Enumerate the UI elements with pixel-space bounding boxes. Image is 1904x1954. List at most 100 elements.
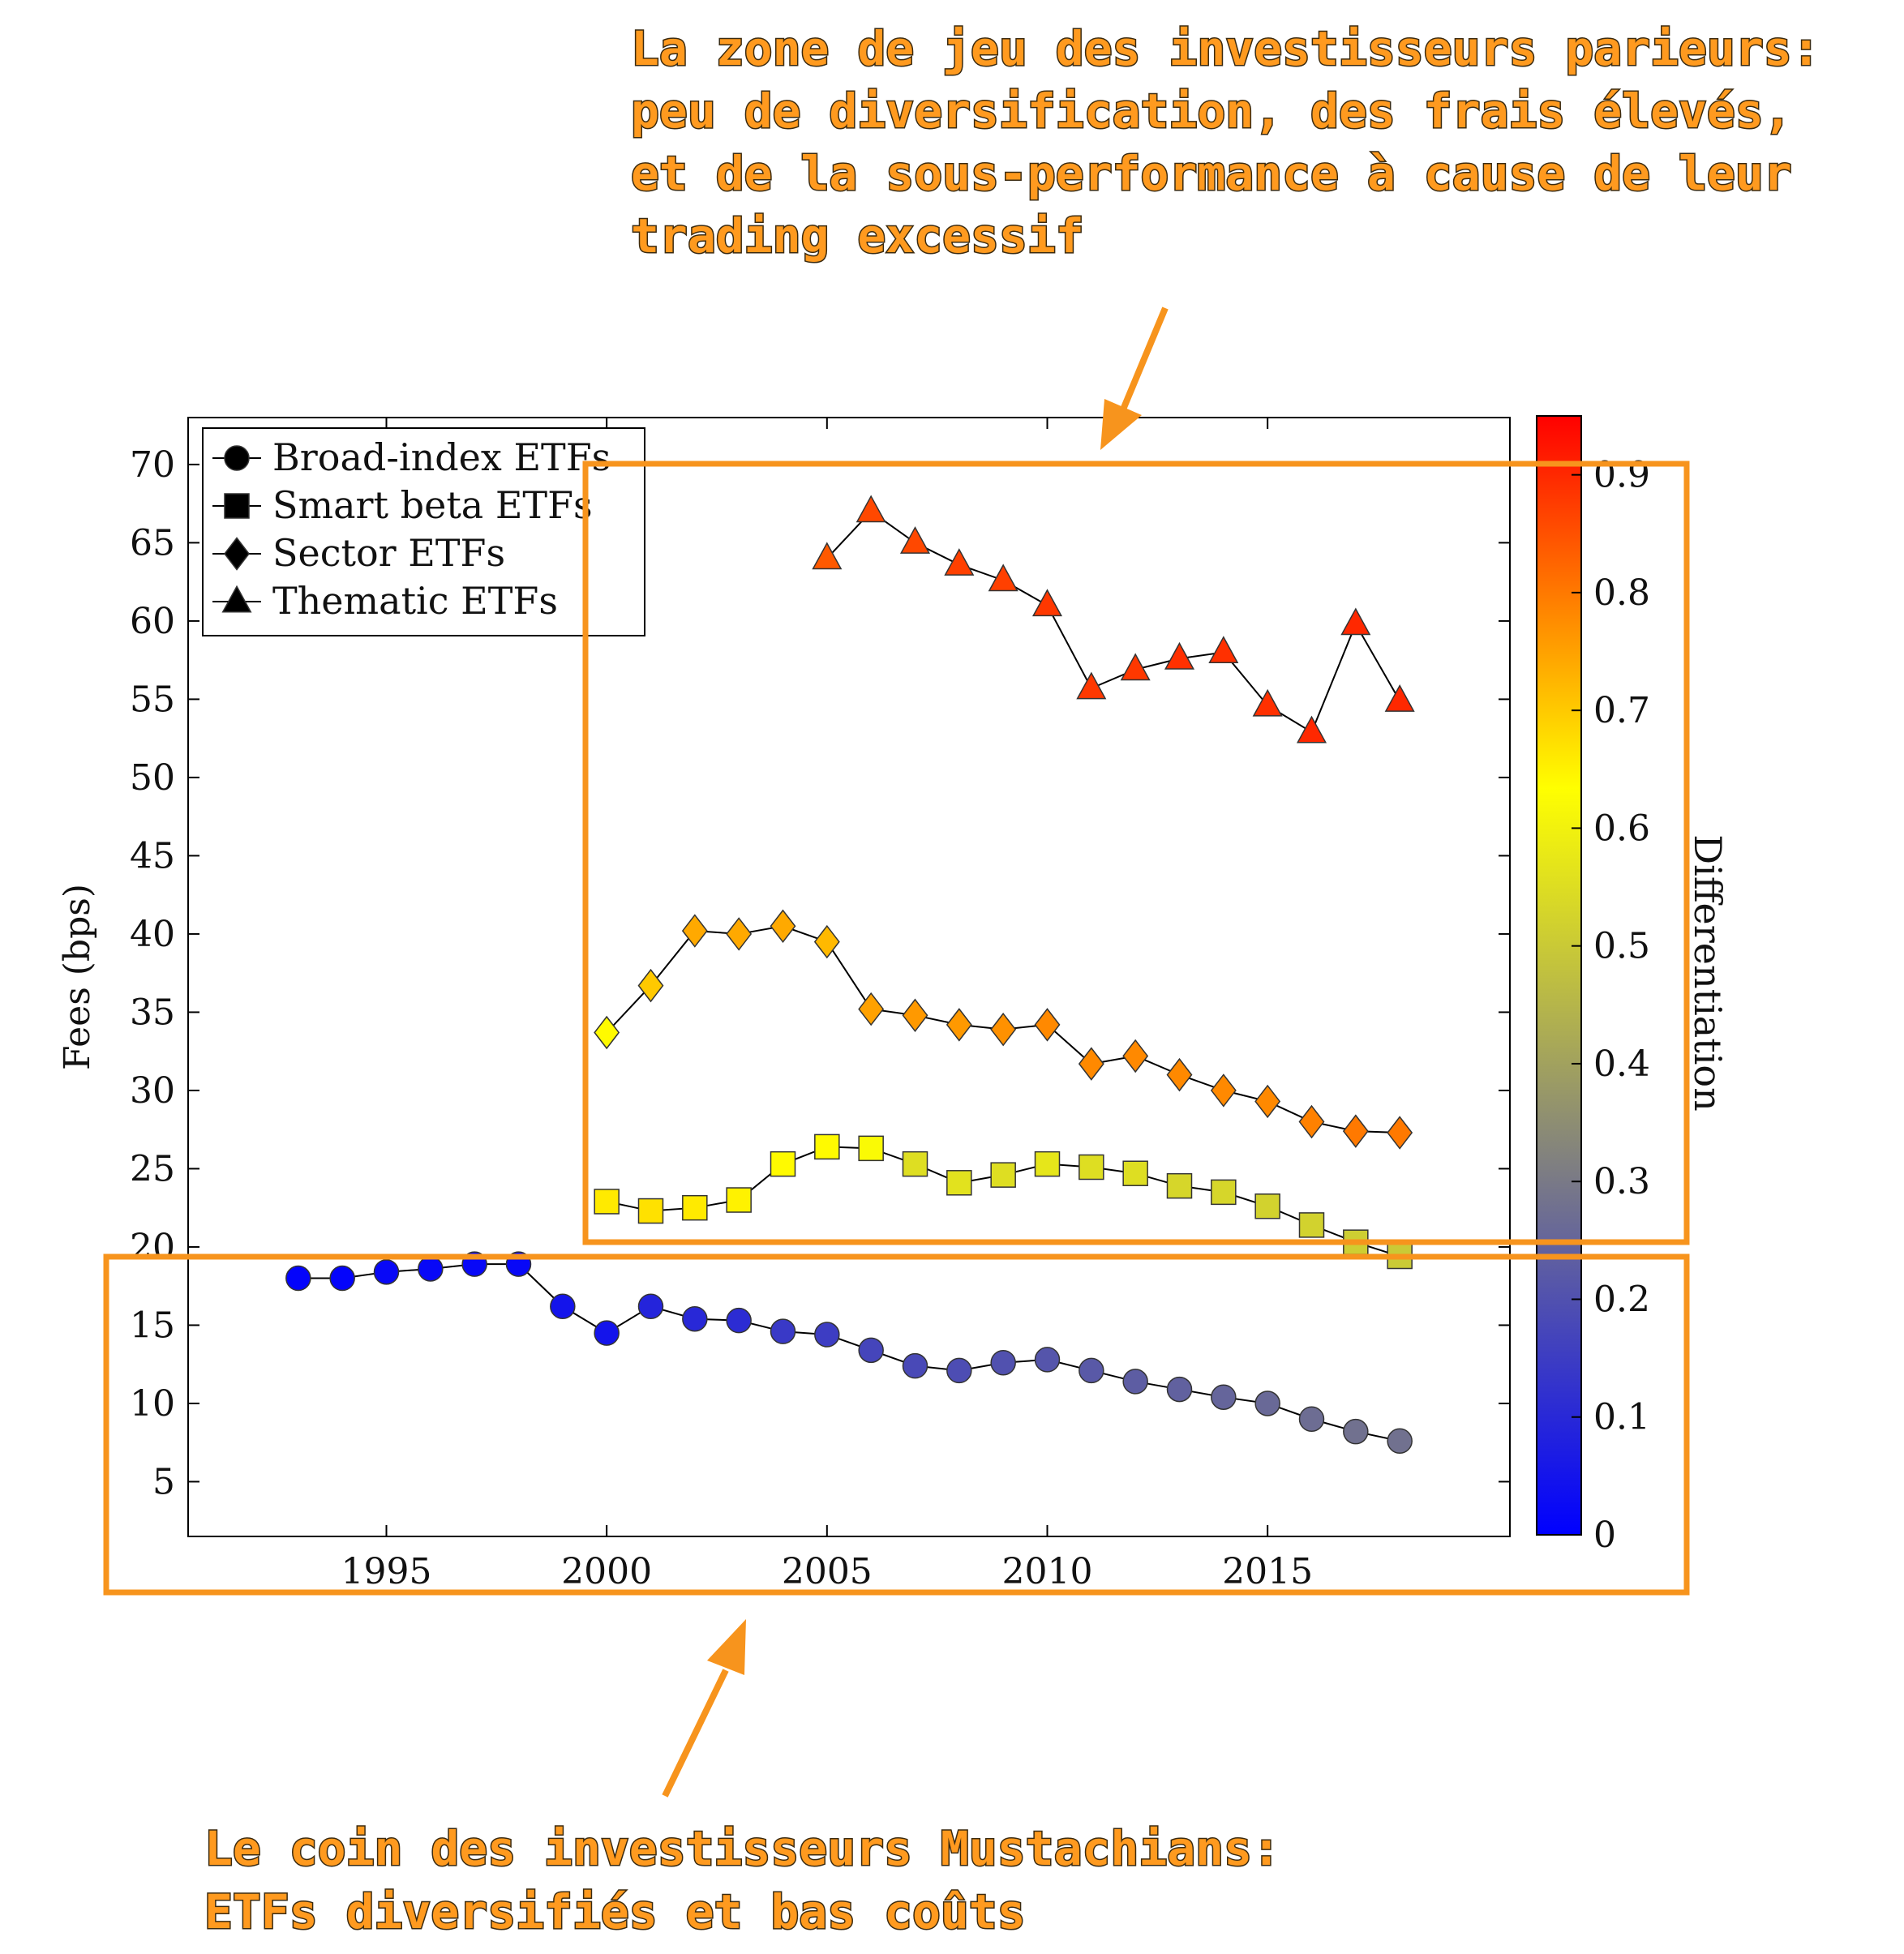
annotation-top-line-3: et de la sous-performance à cause de leu… <box>631 146 1792 201</box>
colorbar-tick-label: 0.8 <box>1593 572 1650 614</box>
data-point-diamond <box>902 998 928 1033</box>
data-point-circle <box>770 1318 796 1344</box>
data-point-triangle <box>1164 641 1195 670</box>
data-point-square <box>946 1170 972 1196</box>
y-tick-label: 15 <box>130 1305 175 1346</box>
data-point-triangle <box>1076 671 1107 700</box>
data-point-square <box>682 1194 708 1221</box>
speculator-zone-box <box>582 461 1690 1245</box>
data-point-diamond <box>946 1008 972 1042</box>
data-point-circle <box>1343 1418 1369 1445</box>
y-tick-label: 35 <box>130 992 175 1033</box>
data-point-circle <box>1387 1428 1413 1455</box>
data-point-circle <box>373 1259 400 1285</box>
data-point-diamond <box>1342 1114 1369 1148</box>
data-point-triangle <box>1252 688 1283 717</box>
x-tick-label: 2000 <box>561 1551 652 1592</box>
data-point-square <box>858 1135 884 1162</box>
annotation-bottom-line-1: Le coin des investisseurs Mustachians: <box>204 1821 1280 1876</box>
data-point-triangle <box>899 526 931 554</box>
legend-marker-circle <box>224 445 250 471</box>
data-point-triangle <box>1120 653 1151 681</box>
series-sector-etfs <box>594 909 1413 1150</box>
series-thematic-etfs <box>812 495 1415 743</box>
data-point-circle <box>1122 1369 1148 1395</box>
data-point-diamond <box>770 909 796 944</box>
y-tick-label: 65 <box>130 522 175 563</box>
annotation-top-line-2: peu de diversification, des frais élevés… <box>631 84 1792 139</box>
data-point-circle <box>1211 1384 1237 1410</box>
data-point-diamond <box>681 914 708 948</box>
colorbar-tick-label: 0.2 <box>1593 1279 1650 1320</box>
data-point-triangle <box>812 542 843 570</box>
y-tick-label: 45 <box>130 835 175 876</box>
data-point-diamond <box>858 992 885 1026</box>
data-point-triangle <box>856 495 886 523</box>
data-point-square <box>1166 1172 1193 1199</box>
data-point-circle <box>1254 1391 1280 1416</box>
data-point-circle <box>1166 1376 1193 1403</box>
series-layer <box>285 495 1415 1455</box>
legend-marker-triangle <box>221 585 252 613</box>
y-axis-label: Fees (bps) <box>57 884 98 1070</box>
data-point-square <box>1298 1212 1325 1238</box>
data-point-circle <box>726 1307 752 1334</box>
legend-label: Smart beta ETFs <box>272 483 593 527</box>
data-point-diamond <box>1122 1039 1149 1073</box>
data-point-square <box>1122 1160 1148 1186</box>
data-point-diamond <box>594 1015 620 1050</box>
y-tick-label: 50 <box>130 757 175 799</box>
series-broad-index-etfs <box>285 1251 1413 1455</box>
data-point-diamond <box>1387 1116 1413 1150</box>
data-point-circle <box>1298 1406 1325 1432</box>
legend-marker-square <box>224 493 250 519</box>
data-point-triangle <box>1384 684 1415 712</box>
data-point-circle <box>637 1293 664 1320</box>
colorbar-tick-label: 0.4 <box>1593 1043 1650 1085</box>
colorbar-gradient <box>1536 415 1582 1536</box>
data-point-diamond <box>1166 1057 1193 1092</box>
data-point-triangle <box>1031 589 1063 617</box>
data-point-square <box>902 1151 928 1177</box>
y-tick-label: 40 <box>130 914 175 955</box>
legend-label: Broad-index ETFs <box>272 435 611 479</box>
legend-label: Thematic ETFs <box>272 579 558 623</box>
y-tick-label: 20 <box>130 1227 175 1268</box>
data-point-triangle <box>944 548 975 576</box>
y-tick-label: 10 <box>130 1383 175 1425</box>
data-point-triangle <box>988 563 1018 592</box>
data-point-circle <box>858 1337 884 1364</box>
annotation-bottom-line-2: ETFs diversifiés et bas coûts <box>204 1884 1026 1939</box>
legend-box <box>202 427 645 636</box>
y-tick-label: 30 <box>130 1070 175 1112</box>
data-point-diamond <box>1034 1008 1061 1042</box>
data-point-diamond <box>1298 1104 1325 1139</box>
x-tick-label: 2010 <box>1002 1551 1093 1592</box>
data-point-diamond <box>1078 1047 1104 1081</box>
data-point-diamond <box>637 968 664 1003</box>
data-point-square <box>726 1187 752 1213</box>
data-point-square <box>770 1151 796 1177</box>
colorbar: 0 0.1 0.2 0.3 0.4 0.5 0.6 0.7 0.8 0.9 Differentia… <box>1536 415 1730 1556</box>
data-point-square <box>1254 1193 1280 1219</box>
colorbar-tick-label: 0 <box>1593 1515 1616 1556</box>
data-point-square <box>1034 1151 1061 1177</box>
data-point-square <box>990 1162 1016 1188</box>
bottom-arrow <box>662 1619 746 1798</box>
data-point-circle <box>946 1357 972 1384</box>
data-point-circle <box>1034 1347 1061 1373</box>
legend-marker-diamond <box>224 537 250 571</box>
data-point-square <box>1079 1154 1104 1181</box>
x-tick-label: 2015 <box>1222 1551 1313 1592</box>
speculator-zone-annotation: La zone de jeu des investisseurs parieur… <box>630 20 1822 265</box>
y-tick-label: 60 <box>130 601 175 642</box>
data-point-circle <box>1079 1357 1104 1384</box>
x-tick-label: 2005 <box>782 1551 873 1592</box>
colorbar-tick-label: 0.9 <box>1593 455 1650 496</box>
data-point-triangle <box>1208 636 1239 664</box>
data-point-square <box>1211 1179 1237 1206</box>
annotation-top-line-1: La zone de jeu des investisseurs parieur… <box>631 21 1820 76</box>
data-point-circle <box>594 1320 620 1346</box>
